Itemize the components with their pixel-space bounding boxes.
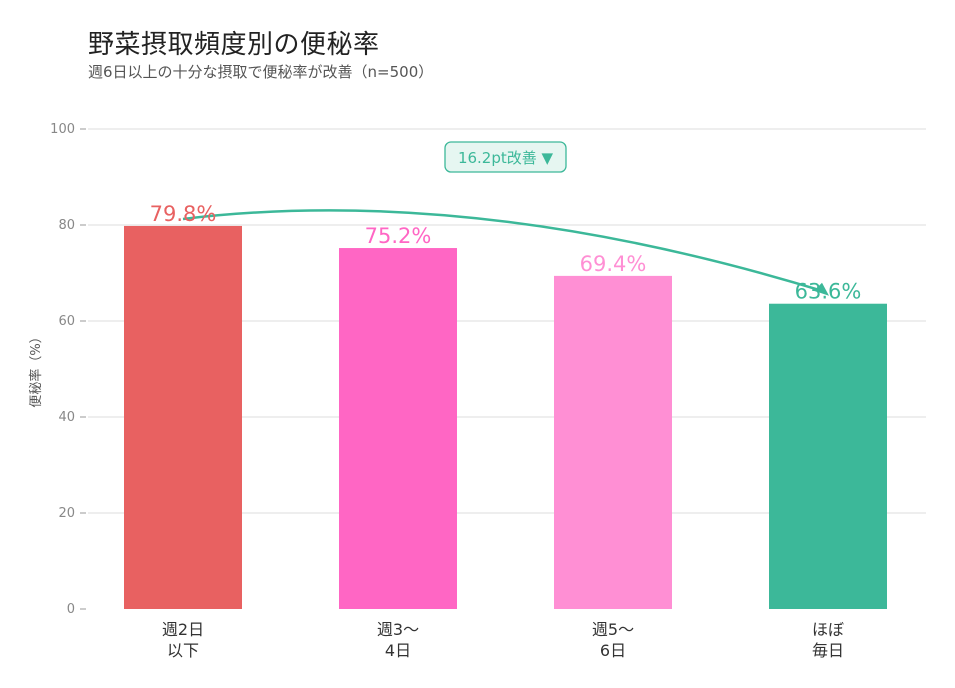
y-tick-label-0: 0 (67, 602, 75, 617)
y-tick-label-60: 60 (58, 314, 75, 329)
x-tick-label-1: 週2日以下 (162, 620, 204, 660)
x-tick-label-3-line-2: 6日 (600, 641, 626, 660)
y-tick-label-80: 80 (58, 218, 75, 233)
value-label-4: 63.6% (795, 280, 862, 304)
bar-2 (339, 248, 457, 610)
x-tick-label-2-line-2: 4日 (385, 641, 411, 660)
x-tick-label-1-line-1: 週2日 (162, 620, 204, 639)
x-tick-label-4: ほぼ毎日 (812, 620, 844, 660)
bar-3 (554, 275, 672, 609)
value-label-1: 79.8% (150, 202, 217, 226)
x-tick-label-3-line-1: 週5～ (592, 620, 634, 639)
value-label-2: 75.2% (365, 224, 432, 248)
y-tick-label-100: 100 (50, 122, 75, 137)
y-tick-label-40: 40 (58, 410, 75, 425)
chart-title: 野菜摂取頻度別の便秘率 (88, 30, 380, 60)
annotation-layer: 16.2pt改善 ▼ (182, 141, 829, 296)
x-tick-label-2: 週3～ 4日 (377, 620, 419, 660)
annotation-arrowhead (814, 282, 829, 296)
annotation-curve (182, 209, 826, 293)
x-tick-label-4-line-2: 毎日 (812, 641, 844, 660)
value-label-3: 69.4% (580, 252, 647, 276)
bar-4 (769, 303, 887, 609)
bar-1 (124, 225, 242, 609)
bar-layer (124, 225, 887, 610)
axis-layer: 0 20 40 60 80 100 便秘率（%） (28, 122, 86, 617)
x-tick-label-1-line-2: 以下 (167, 641, 199, 660)
annotation-text: 16.2pt改善 ▼ (458, 149, 554, 167)
chart-subtitle: 週6日以上の十分な摂取で便秘率が改善（n=500） (88, 63, 434, 81)
x-tick-label-4-line-1: ほぼ (812, 620, 844, 639)
y-tick-label-20: 20 (58, 506, 75, 521)
y-axis-label: 便秘率（%） (28, 330, 44, 407)
annotation-box (444, 141, 567, 173)
x-tick-label-3: 週5～ 6日 (592, 620, 634, 660)
x-tick-label-2-line-1: 週3～ (377, 620, 419, 639)
